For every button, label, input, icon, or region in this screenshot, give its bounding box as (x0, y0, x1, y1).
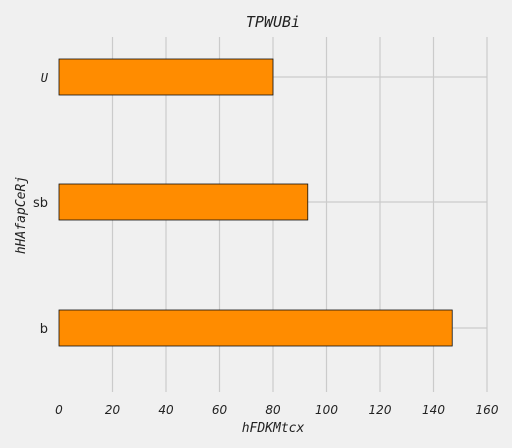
x-axis-label: hFDKMtcx (242, 421, 305, 436)
y-tick-labels: b sb U (33, 71, 49, 337)
x-tick-label: 60 (212, 403, 228, 417)
x-tick-label: 160 (476, 403, 499, 417)
y-tick-label: sb (33, 196, 48, 211)
x-tick-label: 140 (422, 403, 445, 417)
x-tick-label: 40 (158, 403, 174, 417)
y-axis-label: hHAfapCeRj (14, 176, 29, 254)
x-tick-label: 120 (369, 403, 392, 417)
y-tick-label: b (40, 322, 48, 337)
y-tick-label: U (41, 71, 49, 85)
bar-sb (58, 183, 309, 221)
x-tick-label: 80 (265, 403, 281, 417)
chart-title: TPWUBi (246, 13, 300, 31)
x-tick-label: 20 (105, 403, 121, 417)
x-tick-label: 100 (315, 403, 338, 417)
bar-u (58, 58, 274, 96)
x-tick-label: 0 (55, 403, 63, 417)
bar-b (58, 309, 453, 347)
bars (58, 58, 453, 347)
x-tick-labels: 0 20 40 60 80 100 120 140 160 (55, 403, 499, 417)
